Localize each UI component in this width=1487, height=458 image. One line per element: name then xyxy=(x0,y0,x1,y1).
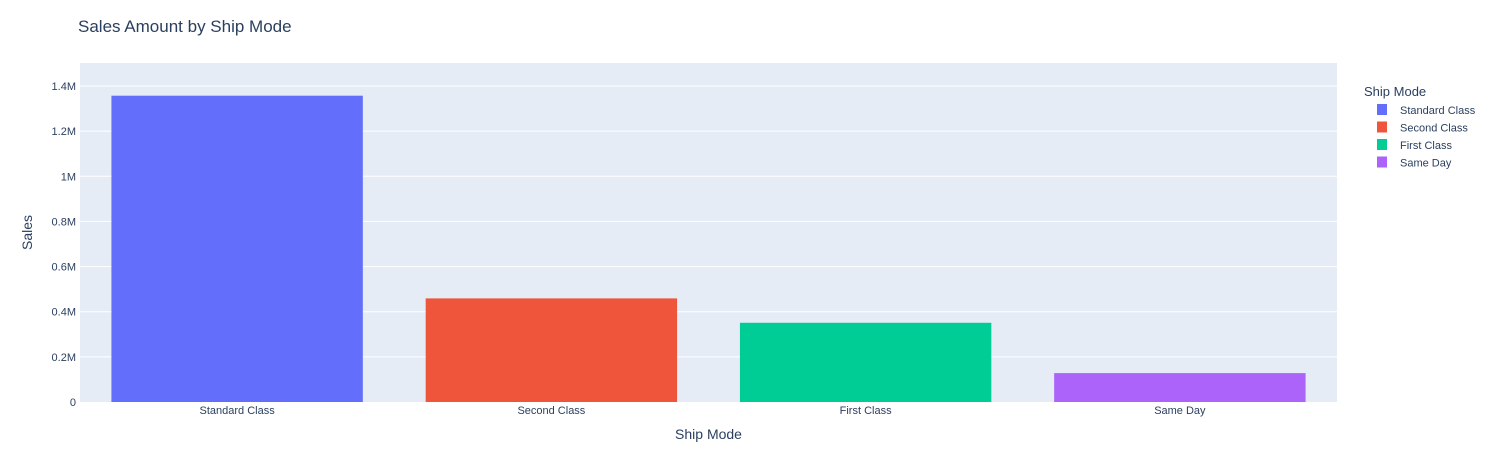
legend-label[interactable]: First Class xyxy=(1400,140,1452,152)
bar-second-class[interactable] xyxy=(425,298,678,402)
y-tick-label: 0.6M xyxy=(52,262,76,274)
bar-first-class[interactable] xyxy=(739,322,992,402)
legend-label[interactable]: Standard Class xyxy=(1400,105,1476,117)
legend-swatch[interactable] xyxy=(1377,121,1387,133)
legend-swatch[interactable] xyxy=(1377,139,1387,150)
legend: Ship Mode Standard Class Second Class Firs… xyxy=(1364,84,1476,170)
bar-standard-class[interactable] xyxy=(111,95,363,402)
legend-swatch[interactable] xyxy=(1377,104,1387,115)
y-tick-label: 1.2M xyxy=(52,126,76,138)
legend-label[interactable]: Same Day xyxy=(1400,158,1452,170)
bar-same-day[interactable] xyxy=(1054,373,1306,402)
x-tick-label: Same Day xyxy=(1154,405,1206,417)
y-tick-label: 1.4M xyxy=(52,81,76,93)
x-tick-label: First Class xyxy=(840,405,892,417)
legend-label[interactable]: Second Class xyxy=(1400,123,1468,135)
y-tick-label: 0.4M xyxy=(52,307,76,319)
y-tick-label: 0.8M xyxy=(52,216,76,228)
x-axis-ticks: Standard Class Second Class First Class Sam… xyxy=(200,405,1207,417)
chart-title: Sales Amount by Ship Mode xyxy=(78,17,292,36)
bars xyxy=(111,95,1306,402)
y-axis-title: Sales xyxy=(19,215,35,250)
x-tick-label: Second Class xyxy=(517,405,585,417)
legend-title: Ship Mode xyxy=(1364,84,1426,99)
y-axis-ticks: 0 0.2M 0.4M 0.6M 0.8M 1M 1.2M 1.4M xyxy=(52,81,76,409)
x-tick-label: Standard Class xyxy=(200,405,276,417)
legend-swatch[interactable] xyxy=(1377,156,1387,168)
y-tick-label: 0.2M xyxy=(52,352,76,364)
y-tick-label: 0 xyxy=(70,397,76,409)
y-tick-label: 1M xyxy=(61,171,76,183)
x-axis-title: Ship Mode xyxy=(675,426,742,442)
